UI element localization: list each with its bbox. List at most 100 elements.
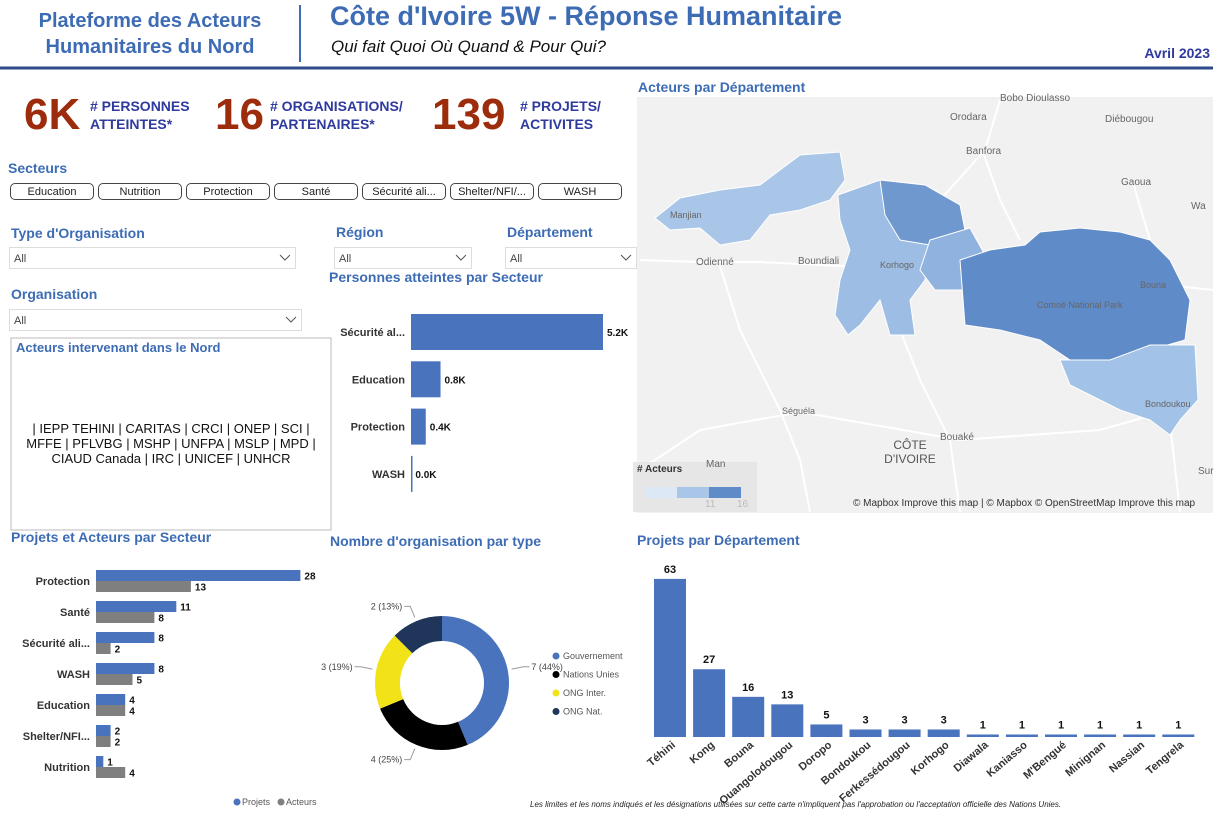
sector-button[interactable]: Sécurité ali... [362, 183, 446, 200]
bar [732, 696, 765, 737]
bar [96, 663, 155, 674]
dropdown-value: All [510, 253, 523, 265]
data-label: 0.8K [445, 375, 467, 386]
data-label: 8 [158, 665, 164, 676]
data-label: 3 (19%) [321, 662, 353, 672]
kpi-value: 16 [215, 90, 264, 139]
map-place: Sur [1198, 466, 1214, 477]
map-place: Diébougou [1105, 114, 1154, 125]
data-label: 5 [137, 676, 143, 687]
chevron [285, 316, 297, 323]
data-label: 2 [115, 727, 121, 738]
filter-label: Région [336, 224, 384, 240]
data-label: 3 [902, 714, 908, 726]
map-place: Manjian [670, 210, 702, 220]
sector-button[interactable]: Protection [186, 183, 270, 200]
legend-marker [233, 798, 241, 806]
data-label: 1 [107, 758, 113, 769]
map-legend-title: # Acteurs [637, 464, 683, 475]
chevron [620, 254, 632, 261]
bar [96, 632, 155, 643]
data-label: 1 [1058, 719, 1064, 731]
data-label: 11 [180, 603, 191, 614]
kpi-label: # PERSONNES ATTEINTES* [90, 98, 190, 132]
data-label: 13 [195, 583, 207, 594]
legend-label: Nations Unies [563, 670, 620, 680]
data-label: 1 [1019, 719, 1025, 731]
x-tick-label: Ouangolodougou [717, 739, 795, 807]
sector-button[interactable]: WASH [538, 183, 622, 200]
map-place: Boundiali [798, 256, 840, 267]
y-tick-label: Shelter/NFI... [23, 731, 90, 743]
bar [411, 361, 441, 398]
data-label: 1 [980, 719, 986, 731]
sector-button[interactable]: Santé [274, 183, 358, 200]
dropdown-value: All [14, 253, 27, 265]
data-label: 2 (13%) [371, 601, 403, 611]
legend-marker [552, 689, 560, 697]
bar [96, 736, 111, 747]
y-tick-label: Protection [36, 576, 91, 588]
org-title: Plateforme des Acteurs Humanitaires du N… [38, 10, 262, 58]
data-label: 8 [158, 634, 164, 645]
map-place: Wa [1191, 201, 1206, 212]
filter-label: Département [507, 224, 593, 240]
box-title: Acteurs intervenant dans le Nord [16, 340, 221, 355]
map-place: Orodara [950, 112, 987, 123]
data-label: 5.2K [607, 328, 629, 339]
x-tick-label: Bouna [722, 739, 757, 771]
map-legend-tick: 11 [705, 499, 716, 510]
data-label: 0.0K [415, 470, 437, 481]
legend-label: ONG Inter. [563, 688, 606, 698]
bar [1005, 734, 1038, 737]
filter-label: Type d'Organisation [11, 225, 145, 241]
donut-slice [442, 616, 509, 745]
kpi-value: 6K [24, 90, 81, 139]
data-label: 2 [115, 645, 121, 656]
data-label: 5 [823, 709, 829, 721]
sector-button[interactable]: Nutrition [98, 183, 182, 200]
data-label: 8 [158, 614, 164, 625]
map-place: Korhogo [880, 260, 915, 270]
dropdown[interactable]: All [505, 247, 637, 269]
y-tick-label: WASH [57, 669, 90, 681]
bar [96, 612, 155, 623]
data-label: 63 [664, 564, 676, 576]
sector-button[interactable]: Education [10, 183, 94, 200]
data-label: 7 (44%) [531, 662, 563, 672]
y-tick-label: Education [352, 374, 405, 386]
map-legend-swatch [645, 487, 677, 498]
dropdown-value: All [339, 253, 352, 265]
chart-title: Projets et Acteurs par Secteur [11, 529, 212, 545]
dropdown[interactable]: All [334, 247, 472, 269]
data-label: 1 [1097, 719, 1103, 731]
data-label: 16 [742, 682, 754, 694]
leader-line [354, 666, 373, 670]
legend-label: ONG Nat. [563, 707, 603, 717]
y-tick-label: WASH [372, 469, 405, 481]
bar [96, 581, 191, 592]
dropdown[interactable]: All [9, 309, 302, 331]
map-place: Bobo Dioulasso [1000, 93, 1071, 104]
actors-box [10, 337, 332, 531]
data-label: 3 [941, 714, 947, 726]
bar [96, 643, 111, 654]
bar [1123, 734, 1156, 737]
y-tick-label: Nutrition [44, 762, 90, 774]
y-tick-label: Protection [351, 422, 406, 434]
filter-label: Organisation [11, 286, 98, 302]
bar [1084, 734, 1117, 737]
data-label: 27 [703, 654, 715, 666]
map-legend-swatch [709, 487, 741, 498]
kpi-label: # PROJETS/ ACTIVITES [520, 98, 601, 132]
bar [96, 756, 104, 767]
bar [96, 601, 177, 612]
bar [771, 704, 804, 737]
sector-button[interactable]: Shelter/NFI/... [450, 183, 534, 200]
bar [810, 724, 843, 737]
bar [693, 669, 726, 737]
legend-marker [552, 652, 560, 660]
dropdown[interactable]: All [9, 247, 296, 269]
donut-slice [375, 635, 413, 709]
data-label: 4 [129, 696, 135, 707]
